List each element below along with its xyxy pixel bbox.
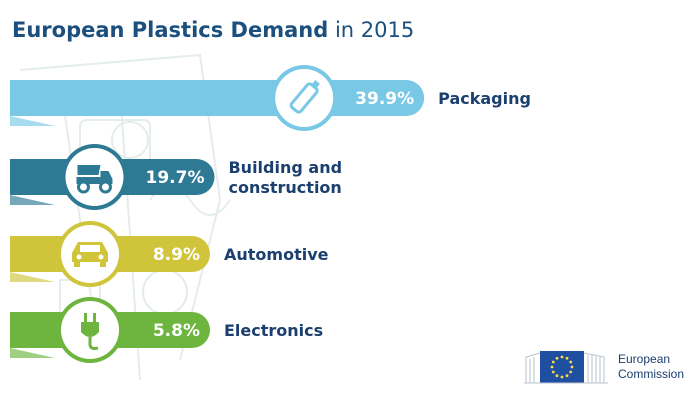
car-icon	[72, 242, 108, 267]
dump-truck-icon	[76, 165, 113, 194]
plug-icon	[81, 313, 99, 350]
logo-line-1: European	[618, 352, 671, 366]
icon-circle	[275, 69, 334, 127]
category-label: Building and construction	[228, 158, 342, 197]
category-label: Packaging	[438, 89, 531, 108]
logo-text: European Commission	[618, 352, 684, 382]
european-commission-logo: European Commission	[522, 343, 692, 388]
value-label: 19.7%	[146, 168, 205, 188]
bar-ribbon-fold	[10, 272, 55, 282]
bar-ribbon-fold	[10, 195, 55, 205]
bar-ribbon-fold	[10, 348, 55, 358]
chart-title: European Plastics Demand in 2015	[12, 16, 414, 44]
commission-building-icon	[524, 352, 608, 384]
logo-line-2: Commission	[618, 367, 685, 381]
eu-flag-icon	[540, 351, 584, 383]
bottle-icon	[289, 79, 320, 114]
value-label: 39.9%	[355, 89, 414, 109]
bar-ribbon-fold	[10, 116, 55, 126]
chart-title-year: in 2015	[328, 18, 415, 42]
category-label: Automotive	[224, 245, 329, 264]
category-label: Electronics	[224, 321, 323, 340]
value-label: 5.8%	[153, 321, 200, 341]
value-label: 8.9%	[153, 245, 200, 265]
chart-title-bold: European Plastics Demand	[12, 18, 329, 42]
